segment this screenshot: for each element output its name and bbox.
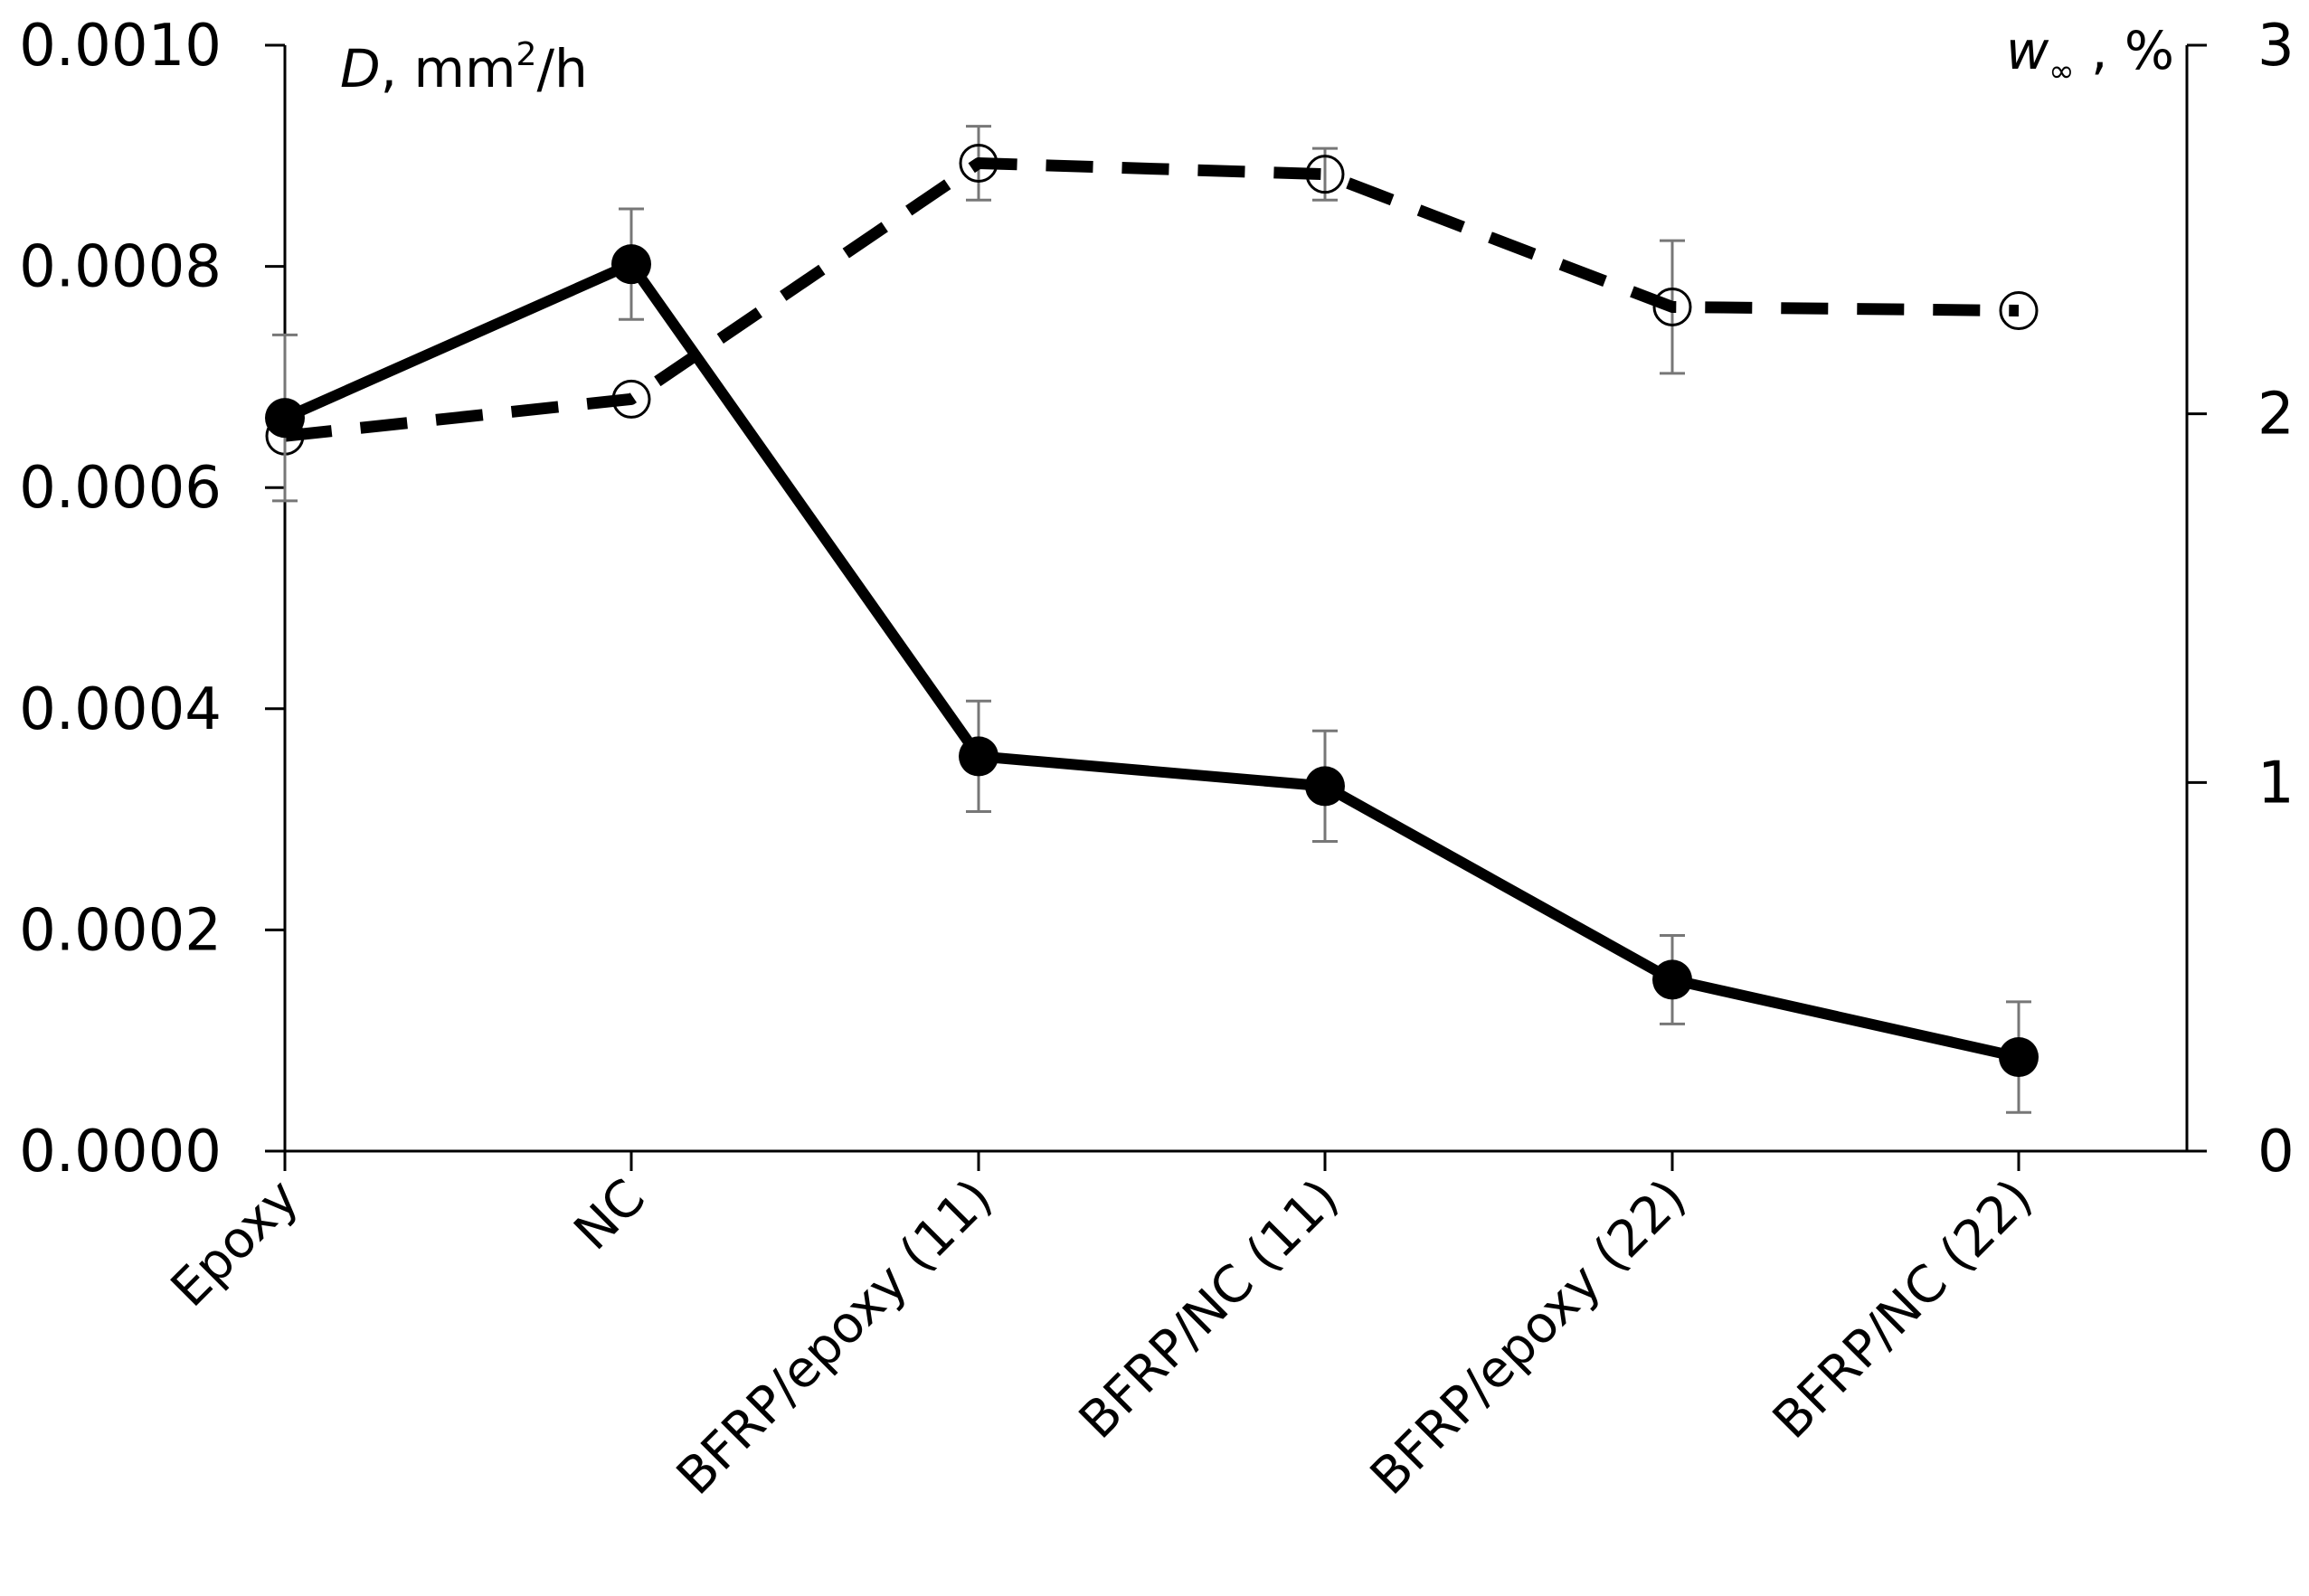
data-point: [959, 736, 998, 777]
x-tick-label: Epoxy: [160, 1168, 310, 1318]
data-point: [1999, 1037, 2039, 1078]
series-w-inf: [265, 125, 2039, 456]
x-tick-label: BFRP/NC (11): [1068, 1168, 1350, 1450]
x-ticks: Epoxy NC BFRP/epoxy (11) BFRP/NC (11) BFRP/e…: [160, 1151, 2044, 1506]
left-tick-label: 0.0002: [19, 897, 222, 964]
right-tick-label: 3: [2257, 13, 2295, 80]
axes: [283, 45, 2189, 1153]
x-tick-label: BFRP/NC (22): [1762, 1168, 2044, 1450]
x-tick-label: BFRP/epoxy (11): [666, 1168, 1004, 1506]
data-point: [611, 379, 651, 419]
series-line: [284, 156, 2020, 442]
right-ticks: 0 1 2 3: [2187, 13, 2295, 1185]
x-tick-label: BFRP/epoxy (22): [1359, 1168, 1698, 1506]
data-point: [1305, 155, 1345, 194]
left-tick-label: 0.0006: [19, 455, 222, 522]
data-point: [1999, 291, 2039, 331]
series-D: [265, 207, 2039, 1114]
x-tick-label: NC: [563, 1168, 657, 1261]
right-tick-label: 1: [2257, 750, 2295, 817]
left-ticks: 0.0000 0.0002 0.0004 0.0006 0.0008 0.0010: [19, 13, 285, 1185]
left-tick-label: 0.0008: [19, 234, 222, 301]
data-point: [1652, 287, 1692, 326]
right-tick-label: 2: [2257, 382, 2295, 449]
right-axis-title: w∞ , %: [2006, 20, 2174, 90]
data-point: [265, 398, 305, 439]
right-tick-label: 0: [2257, 1119, 2295, 1185]
data-point: [1652, 959, 1692, 1000]
data-point: [611, 244, 651, 285]
left-tick-label: 0.0010: [19, 13, 222, 80]
series-line: [282, 259, 2020, 1062]
data-point: [1305, 766, 1345, 807]
left-tick-label: 0.0004: [19, 676, 222, 743]
left-axis-title: D, mm2/h: [340, 36, 588, 99]
left-tick-label: 0.0000: [19, 1119, 222, 1185]
series-layer: [265, 125, 2039, 1114]
data-point: [959, 143, 998, 183]
